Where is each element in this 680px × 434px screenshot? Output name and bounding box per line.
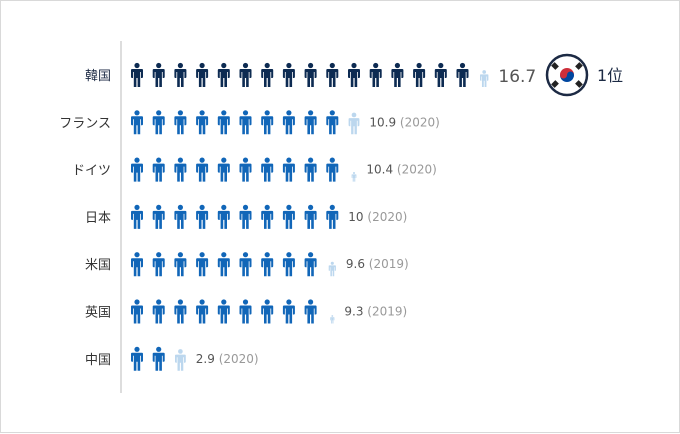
person-icon (239, 252, 252, 277)
person-icon (261, 204, 274, 229)
person-icon (196, 110, 209, 135)
person-icon (304, 204, 317, 229)
person-icon (152, 346, 165, 371)
person-icon (413, 62, 426, 87)
person-icon (326, 157, 339, 182)
person-icon (174, 299, 187, 324)
value-label: 9.6 (2019) (346, 257, 409, 271)
person-icon (304, 252, 317, 277)
person-icon (282, 110, 295, 135)
person-icon (196, 157, 209, 182)
person-icon (131, 110, 143, 135)
person-icon (239, 62, 252, 87)
person-icon-partial (351, 171, 357, 182)
chart-row-1: フランス 10.9 (2020) (59, 110, 440, 135)
person-icon-partial (328, 261, 336, 277)
rank-label: 1位 (597, 66, 623, 85)
person-icon (131, 62, 143, 87)
category-label: 米国 (85, 258, 111, 273)
person-icon (152, 110, 165, 135)
person-icon (239, 157, 252, 182)
person-icon (174, 110, 187, 135)
person-icon (152, 62, 165, 87)
person-icon (434, 62, 447, 87)
person-icon (282, 157, 295, 182)
person-icon (282, 252, 295, 277)
person-icon (456, 62, 469, 87)
person-icon (217, 62, 230, 87)
person-icon (152, 299, 165, 324)
person-icon (152, 157, 165, 182)
person-icon (261, 157, 274, 182)
person-icon (261, 62, 274, 87)
person-icon (369, 62, 382, 87)
person-icon (131, 252, 143, 277)
person-icon (304, 110, 317, 135)
chart-row-5: 英国 9.3 (2019) (85, 299, 407, 324)
value-label: 10.9 (2020) (369, 115, 439, 129)
chart-row-6: 中国 2.9 (2020) (85, 346, 259, 371)
person-icon (261, 252, 274, 277)
person-icon-partial (348, 112, 360, 135)
person-icon (282, 62, 295, 87)
person-icon (391, 62, 404, 87)
person-icon-partial (175, 349, 186, 371)
person-icon (217, 252, 230, 277)
person-icon (239, 299, 252, 324)
person-icon (174, 157, 187, 182)
person-icon (174, 252, 187, 277)
person-icon (131, 299, 143, 324)
person-icon (131, 157, 143, 182)
person-icon (196, 252, 209, 277)
person-icon (174, 204, 187, 229)
category-label: 韓国 (85, 69, 111, 84)
category-label: 英国 (85, 306, 111, 321)
person-icon (326, 110, 339, 135)
value-label: 2.9 (2020) (196, 352, 259, 366)
value-label: 9.3 (2019) (344, 305, 407, 319)
value-label: 10.4 (2020) (366, 163, 436, 177)
person-icon (131, 204, 143, 229)
category-label: フランス (59, 116, 111, 131)
person-icon (282, 299, 295, 324)
category-label: 中国 (85, 353, 111, 368)
value-label: 10 (2020) (348, 210, 407, 224)
person-icon (152, 252, 165, 277)
person-icon (239, 110, 252, 135)
chart-row-3: 日本 10 (2020) (85, 204, 407, 229)
person-icon (304, 299, 317, 324)
person-icon (196, 204, 209, 229)
person-icon (152, 204, 165, 229)
person-icon (261, 299, 274, 324)
person-icon (217, 299, 230, 324)
chart-row-4: 米国 9.6 (2019) (85, 252, 409, 277)
category-label: ドイツ (72, 164, 111, 179)
value-label: 16.7 (498, 67, 536, 87)
person-icon (304, 62, 317, 87)
person-icon-partial (480, 70, 489, 87)
person-icon (304, 157, 317, 182)
person-icon (196, 62, 209, 87)
person-icon (261, 110, 274, 135)
person-icon (217, 157, 230, 182)
person-icon (217, 110, 230, 135)
category-label: 日本 (85, 211, 111, 226)
person-icon (282, 204, 295, 229)
chart-row-2: ドイツ 10.4 (2020) (72, 157, 437, 182)
person-icon (326, 204, 339, 229)
person-icon (326, 62, 339, 87)
person-icon (217, 204, 230, 229)
chart-row-0: 韓国 16.7 1位 (85, 53, 623, 97)
person-icon (239, 204, 252, 229)
person-icon-partial (330, 315, 335, 324)
person-icon (174, 62, 187, 87)
person-icon (196, 299, 209, 324)
person-icon (348, 62, 360, 87)
korea-flag-icon (545, 53, 589, 97)
person-icon (131, 346, 143, 371)
